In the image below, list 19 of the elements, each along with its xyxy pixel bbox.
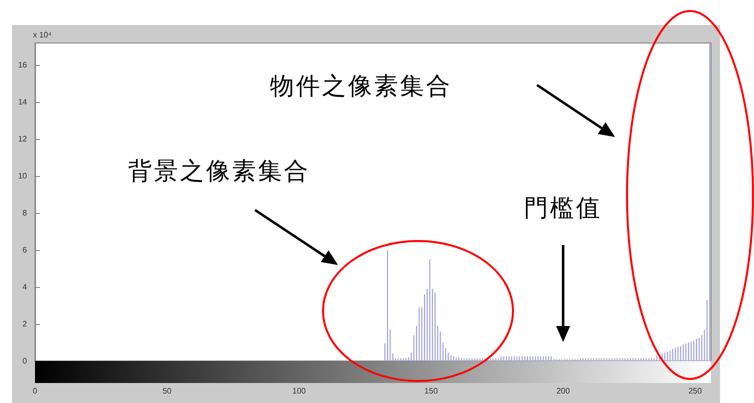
y-axis-title: x 10⁴ [33,30,52,40]
x-tick-label: 0 [32,386,38,396]
annotation: 背景之像素集合 [128,156,310,187]
y-tick-label: 6 [22,246,28,255]
annotation: 門檻值 [524,193,602,224]
y-tick-label: 10 [18,172,28,181]
x-tick-label: 50 [162,386,172,396]
y-tick-label: 4 [22,282,28,292]
x-tick-label: 250 [688,386,702,396]
y-tick-label: 8 [22,208,28,218]
x-tick-label: 100 [292,386,306,396]
x-tick-label: 150 [424,386,438,396]
y-tick-label: 2 [22,320,28,329]
y-tick-label: 12 [18,134,28,144]
y-tick-label: 14 [18,98,28,107]
annotation: 物件之像素集合 [270,71,452,102]
y-tick-label: 16 [18,60,28,70]
x-tick-label: 200 [556,386,570,396]
y-tick-label: 0 [22,356,28,366]
